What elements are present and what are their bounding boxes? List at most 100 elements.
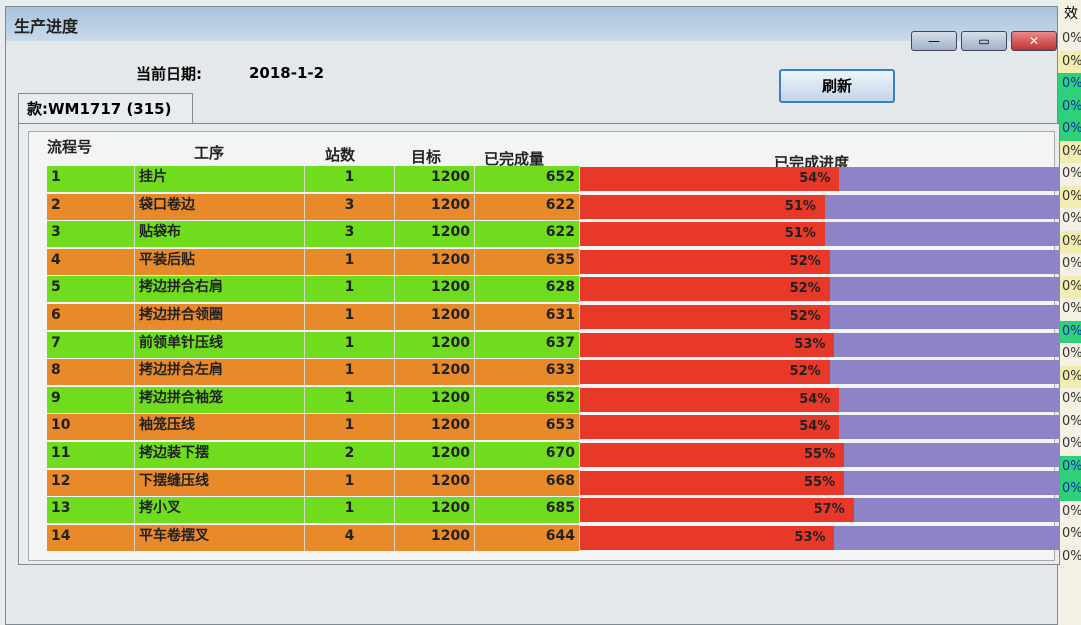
production-progress-window: 生产进度 — ▭ ✕ 当前日期: 2018-1-2 刷新 款:WM1717 (3… <box>5 6 1060 625</box>
refresh-button[interactable]: 刷新 <box>779 69 895 103</box>
cell-process: 前领单针压线 <box>135 331 305 358</box>
minimize-button[interactable]: — <box>911 31 957 51</box>
table-row[interactable]: 4 平装后贴 1 1200 635 52% <box>47 248 1060 276</box>
table-row[interactable]: 8 拷边拼合左肩 1 1200 633 52% <box>47 359 1060 386</box>
progress-bar: 53% <box>580 332 1060 357</box>
cell-target: 1200 <box>395 414 475 441</box>
cell-process: 拷边拼合领圈 <box>135 304 305 330</box>
cell-done: 637 <box>475 331 580 358</box>
table-row[interactable]: 9 拷边拼合袖笼 1 1200 652 54% <box>47 386 1060 414</box>
cell-stations: 1 <box>305 497 395 524</box>
table-row[interactable]: 2 袋口卷边 3 1200 622 51% <box>47 193 1060 221</box>
background-cell: 0% <box>1062 503 1081 519</box>
progress-fill <box>580 360 830 385</box>
background-cell: 0% <box>1058 118 1081 141</box>
cell-no: 2 <box>47 193 135 220</box>
progress-fill <box>580 249 830 274</box>
col-header-process[interactable]: 工序 <box>194 144 225 162</box>
tab-style-wm1717[interactable]: 款:WM1717 (315) <box>18 93 193 123</box>
close-button[interactable]: ✕ <box>1011 31 1057 51</box>
cell-process: 下摆缝压线 <box>135 469 305 496</box>
background-cell: 0% <box>1058 50 1081 73</box>
table-row[interactable]: 10 袖笼压线 1 1200 653 54% <box>47 414 1060 441</box>
cell-process: 拷边拼合右肩 <box>135 276 305 303</box>
cell-target: 1200 <box>395 248 475 275</box>
progress-percent: 52% <box>789 281 821 297</box>
cell-done: 670 <box>475 442 580 468</box>
cell-stations: 1 <box>305 359 395 386</box>
cell-stations: 1 <box>305 276 395 303</box>
progress-percent: 54% <box>799 419 831 435</box>
progress-fill <box>580 443 844 467</box>
cell-target: 1200 <box>395 331 475 358</box>
background-cell: 0% <box>1062 301 1081 316</box>
table-row[interactable]: 12 下摆缝压线 1 1200 668 55% <box>47 469 1060 497</box>
cell-done: 622 <box>475 193 580 220</box>
background-cell: 0% <box>1058 455 1081 478</box>
background-cell: 0% <box>1058 320 1081 343</box>
progress-fill <box>580 332 835 357</box>
col-header-flow-no[interactable]: 流程号 <box>47 138 93 156</box>
background-cell: 0% <box>1058 73 1081 96</box>
cell-stations: 3 <box>305 221 395 248</box>
progress-fill <box>580 415 840 440</box>
table-row[interactable]: 6 拷边拼合领圈 1 1200 631 52% <box>47 304 1060 331</box>
maximize-button[interactable]: ▭ <box>961 31 1007 51</box>
cell-done: 628 <box>475 276 580 303</box>
cell-no: 8 <box>47 359 135 386</box>
cell-no: 1 <box>47 166 135 192</box>
progress-bar: 54% <box>580 415 1060 440</box>
background-cell: 0% <box>1062 256 1081 271</box>
table-row[interactable]: 5 拷边拼合右肩 1 1200 628 52% <box>47 276 1060 303</box>
cell-target: 1200 <box>395 276 475 303</box>
table-row[interactable]: 7 前领单针压线 1 1200 637 53% <box>47 331 1060 359</box>
cell-process: 拷边拼合左肩 <box>135 359 305 386</box>
cell-target: 1200 <box>395 442 475 468</box>
cell-target: 1200 <box>395 193 475 220</box>
cell-process: 平装后贴 <box>135 248 305 275</box>
cell-stations: 1 <box>305 331 395 358</box>
progress-bar: 51% <box>580 194 1060 219</box>
background-cell: 0% <box>1058 365 1081 388</box>
table-row[interactable]: 11 拷边装下摆 2 1200 670 55% <box>47 442 1060 469</box>
cell-target: 1200 <box>395 524 475 551</box>
progress-percent: 54% <box>799 171 831 186</box>
cell-process: 拷边拼合袖笼 <box>135 386 305 413</box>
cell-stations: 1 <box>305 414 395 441</box>
cell-done: 653 <box>475 414 580 441</box>
cell-no: 10 <box>47 414 135 441</box>
progress-bar: 54% <box>580 167 1060 191</box>
title-bar[interactable]: 生产进度 <box>6 7 1057 41</box>
progress-percent: 57% <box>813 502 845 518</box>
cell-stations: 2 <box>305 442 395 468</box>
cell-target: 1200 <box>395 497 475 524</box>
progress-percent: 53% <box>794 529 826 545</box>
progress-percent: 53% <box>794 336 826 352</box>
col-header-target[interactable]: 目标 <box>411 148 442 166</box>
cell-process: 平车卷摆叉 <box>135 524 305 551</box>
progress-bar: 55% <box>580 470 1060 495</box>
progress-fill <box>580 222 825 247</box>
table-row[interactable]: 14 平车卷摆叉 4 1200 644 53% <box>47 524 1060 552</box>
col-header-done[interactable]: 已完成量 <box>484 150 545 168</box>
cell-target: 1200 <box>395 469 475 496</box>
table-row[interactable]: 3 贴袋布 3 1200 622 51% <box>47 221 1060 248</box>
background-cell: 0% <box>1062 31 1081 46</box>
cell-stations: 1 <box>305 248 395 275</box>
cell-stations: 3 <box>305 193 395 220</box>
progress-table: 流程号 工序 站数 目标 已完成量 已完成进度 1 挂片 1 1200 652 54% 2 袋… <box>28 131 1060 561</box>
background-cell: 0% <box>1062 166 1081 181</box>
progress-fill <box>580 167 840 191</box>
cell-done: 633 <box>475 359 580 386</box>
background-cell: 0% <box>1058 185 1081 208</box>
progress-percent: 52% <box>789 309 821 324</box>
progress-fill <box>580 277 830 302</box>
cell-no: 3 <box>47 221 135 248</box>
background-cell: 0% <box>1058 140 1081 163</box>
table-row[interactable]: 13 拷小叉 1 1200 685 57% <box>47 497 1060 524</box>
table-row[interactable]: 1 挂片 1 1200 652 54% <box>47 166 1060 193</box>
background-cell: 0% <box>1058 275 1081 298</box>
col-header-stations[interactable]: 站数 <box>325 146 356 164</box>
background-cell: 0% <box>1062 346 1081 361</box>
background-cell: 0% <box>1062 548 1081 564</box>
